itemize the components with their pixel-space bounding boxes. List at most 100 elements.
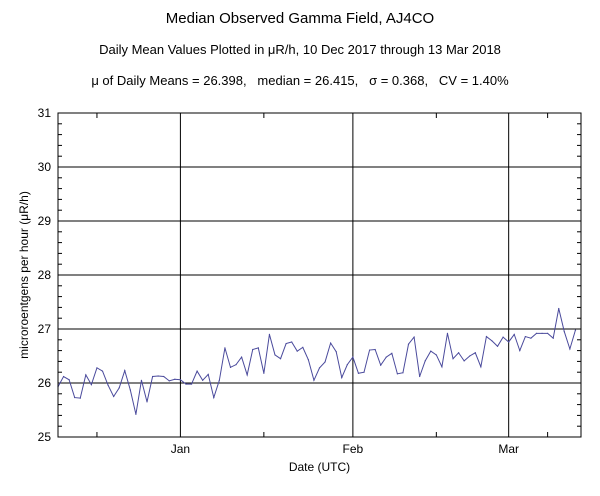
data-point [196,370,198,372]
data-point [396,373,398,375]
x-axis-label: Date (UTC) [289,460,350,474]
data-point [146,401,148,403]
data-point [185,383,187,385]
data-point [335,351,337,353]
data-point [535,332,538,334]
data-point [163,375,165,378]
data-point [491,340,493,342]
data-point [363,371,365,373]
data-point [207,373,209,375]
data-point [457,352,460,354]
data-point [246,374,248,376]
data-point [291,341,293,343]
data-point [235,364,237,366]
data-point [530,337,532,339]
data-point [318,367,321,369]
data-point [480,366,482,368]
data-point [341,377,343,379]
data-point [241,356,243,358]
series-line [57,308,576,415]
data-point [469,355,471,357]
y-tick-label: 31 [38,106,52,120]
grid-lines [58,113,581,437]
x-tick-labels: Jan Feb Mar [171,442,519,456]
data-point [101,370,104,372]
data-point [552,337,554,339]
series-group [57,307,577,415]
data-point [402,372,404,374]
y-tick-label: 27 [38,322,52,336]
data-point [118,387,120,389]
data-point [463,360,465,362]
data-point [190,383,193,385]
data-point [313,379,315,381]
data-point [352,356,354,358]
data-point [257,347,259,349]
chart-title: Median Observed Gamma Field, AJ4CO [165,10,435,27]
data-point [524,335,526,338]
data-point [96,367,98,369]
data-point [113,395,115,398]
data-point [85,374,87,376]
data-point [547,332,549,334]
data-point [508,341,510,343]
data-point [151,375,154,378]
data-point [107,384,109,386]
y-tick-label: 26 [38,376,52,390]
data-point [441,366,443,368]
data-point [224,347,226,349]
data-point [268,333,271,335]
data-point [229,366,232,368]
data-point [446,332,449,334]
data-point [485,335,488,338]
plot-frame [57,112,582,438]
data-point [296,350,298,352]
data-point [435,354,437,356]
data-point [285,342,287,345]
data-point [563,331,565,333]
data-point [124,369,126,372]
data-point [68,379,70,381]
data-point [474,352,476,354]
data-point [218,379,220,381]
data-point [357,372,360,374]
x-tick-label: Feb [343,442,364,456]
data-point [179,379,182,381]
data-point [274,354,276,356]
data-point [330,342,332,344]
data-point [419,375,421,378]
data-point [385,356,387,358]
y-tick-label: 28 [38,268,52,282]
data-point [558,307,560,310]
chart-subtitle: Daily Mean Values Plotted in μR/h, 10 De… [99,42,501,57]
data-point [574,329,577,331]
y-tick-label: 25 [38,430,52,444]
data-point [391,352,393,354]
data-point [252,348,254,351]
y-axis-label: microroentgens per hour (μR/h) [17,191,31,359]
data-point [174,378,176,380]
data-point [140,379,143,381]
data-point [519,350,521,352]
y-tick-label: 30 [38,160,52,174]
data-point [541,332,543,334]
chart-stats-line: μ of Daily Means = 26.398, median = 26.4… [91,73,509,88]
data-point [79,397,81,399]
data-point [407,343,410,345]
data-point [213,396,215,399]
data-point [452,358,454,360]
data-point [263,372,265,374]
data-point [569,348,571,350]
data-point [413,336,415,338]
data-point [496,345,499,347]
data-point [346,364,348,366]
data-point [279,358,282,360]
data-point [157,375,159,377]
data-point [135,413,137,415]
data-point [368,349,371,351]
data-point [324,361,326,363]
data-point [62,375,65,378]
data-point [302,346,304,348]
data-point [430,350,432,352]
data-point [202,379,204,381]
